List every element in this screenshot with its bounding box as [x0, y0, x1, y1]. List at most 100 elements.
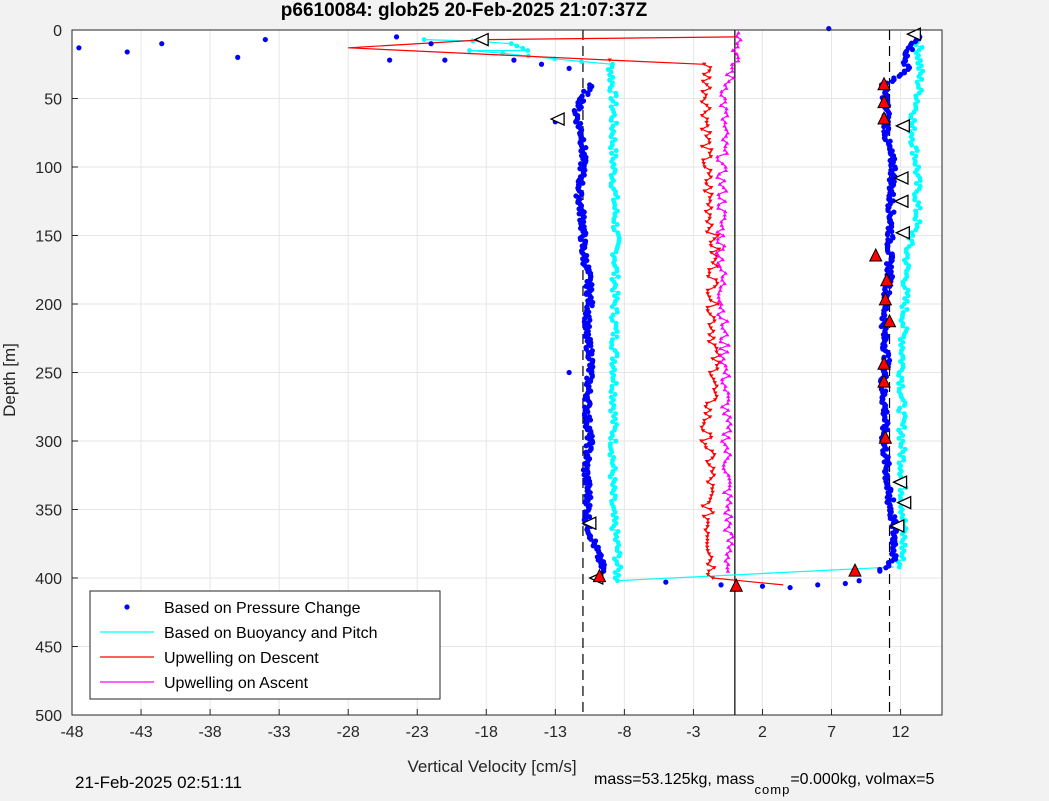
pressure-change-outlier [442, 57, 448, 63]
descent-upwelling-marker [714, 394, 719, 399]
descent-upwelling-marker [712, 343, 718, 348]
open-triangle-marker [905, 27, 922, 42]
buoyancy-pitch-point [614, 268, 620, 274]
red-triangle-marker [877, 110, 891, 125]
ascent-upwelling-marker [720, 257, 725, 262]
descent-upwelling-marker [705, 305, 710, 310]
open-triangle-marker [473, 32, 489, 47]
ascent-upwelling-marker [719, 302, 724, 306]
descent-upwelling-marker [710, 490, 715, 495]
descent-upwelling-marker [703, 412, 708, 416]
ascent-upwelling-marker [724, 552, 729, 556]
pressure-change-point [580, 467, 587, 473]
ascent-upwelling-marker [728, 493, 734, 498]
ascent-upwelling-marker [729, 65, 735, 70]
descent-upwelling-marker [710, 456, 715, 461]
pressure-change-point [583, 443, 589, 449]
red-triangle-marker [729, 578, 744, 592]
ascent-upwelling-marker [723, 165, 728, 169]
ascent-upwelling-marker [720, 247, 726, 251]
red-triangle-marker [848, 563, 862, 577]
ascent-upwelling-marker [722, 370, 727, 375]
ascent-upwelling-marker [722, 212, 727, 217]
descent-upwelling-marker [710, 261, 715, 265]
buoyancy-pitch-point [914, 55, 920, 61]
pressure-change-outlier [124, 49, 130, 55]
descent-upwelling-marker [707, 151, 712, 156]
ascent-upwelling-marker [716, 206, 721, 210]
descent-upwelling-marker [703, 93, 709, 98]
descent-upwelling-marker [708, 155, 714, 159]
buoyancy-pitch-point [609, 150, 614, 156]
descent-upwelling-marker [705, 124, 710, 128]
ascent-upwelling-marker [722, 459, 728, 464]
descent-upwelling-marker [699, 114, 705, 118]
x-tick-label: -33 [268, 724, 291, 741]
buoyancy-pitch-point [917, 178, 923, 184]
buoyancy-pitch-point [609, 490, 615, 496]
ascent-upwelling-marker [730, 69, 735, 73]
ascent-upwelling-marker [715, 154, 720, 159]
descent-upwelling-marker [705, 203, 711, 207]
red-triangle-marker [878, 430, 893, 444]
descent-upwelling-marker [705, 288, 710, 293]
pressure-change-outlier [428, 41, 434, 47]
buoyancy-pitch-point [579, 59, 584, 64]
x-tick-label: 7 [827, 724, 836, 741]
pressure-change-point [582, 480, 588, 486]
ascent-upwelling-marker [721, 466, 726, 470]
buoyancy-pitch-point [614, 101, 619, 107]
legend-label: Based on Pressure Change [164, 600, 361, 617]
legend-label: Upwelling on Descent [164, 650, 319, 667]
buoyancy-pitch-point [508, 41, 514, 47]
buoyancy-pitch-point [899, 304, 905, 310]
pressure-change-point [577, 166, 583, 172]
descent-upwelling-marker [706, 569, 712, 574]
red-triangle-marker [877, 356, 891, 370]
buoyancy-pitch-point [611, 219, 617, 225]
y-tick-label: 450 [35, 640, 62, 657]
buoyancy-pitch-point [917, 219, 923, 225]
descent-upwelling-marker [710, 511, 716, 515]
buoyancy-pitch-point [900, 383, 906, 389]
descent-upwelling-marker [713, 278, 719, 283]
buoyancy-pitch-point [909, 142, 915, 148]
ascent-upwelling-marker [718, 93, 724, 97]
ascent-upwelling-marker [723, 384, 728, 388]
ascent-upwelling-marker [729, 531, 734, 536]
buoyancy-pitch-point [608, 408, 613, 414]
pressure-change-outlier [566, 369, 572, 376]
descent-upwelling-marker [701, 161, 706, 166]
descent-upwelling-marker [703, 110, 708, 115]
pressure-change-outlier [663, 579, 669, 585]
open-triangle-marker [894, 225, 910, 240]
descent-upwelling-marker [714, 350, 719, 354]
ascent-upwelling-marker [728, 415, 733, 419]
buoyancy-pitch-point [613, 148, 619, 153]
mass-prefix: mass=53.125kg, mass [594, 771, 755, 788]
ascent-upwelling-marker [726, 555, 731, 560]
descent-upwelling-marker [705, 518, 711, 522]
ascent-upwelling-marker [726, 524, 732, 529]
buoyancy-pitch-point [616, 553, 622, 559]
buoyancy-pitch-point [901, 457, 907, 463]
x-tick-label: -43 [129, 724, 152, 741]
legend-box [89, 590, 441, 700]
descent-upwelling-marker [708, 497, 713, 502]
pressure-change-point [590, 543, 596, 549]
buoyancy-pitch-point [615, 309, 620, 315]
descent-upwelling-marker [715, 264, 720, 269]
pressure-change-outlier [842, 580, 848, 587]
buoyancy-pitch-point [900, 323, 906, 329]
descent-upwelling-marker [716, 360, 722, 365]
buoyancy-pitch-point [900, 449, 906, 455]
buoyancy-pitch-point [615, 194, 621, 200]
pressure-change-point [588, 343, 594, 349]
buoyancy-pitch-point [896, 372, 901, 378]
descent-upwelling-marker [706, 552, 712, 557]
buoyancy-pitch-point [896, 564, 902, 570]
ascent-upwelling-marker [723, 363, 728, 368]
buoyancy-pitch-point [912, 161, 918, 167]
buoyancy-pitch-point [607, 474, 613, 480]
